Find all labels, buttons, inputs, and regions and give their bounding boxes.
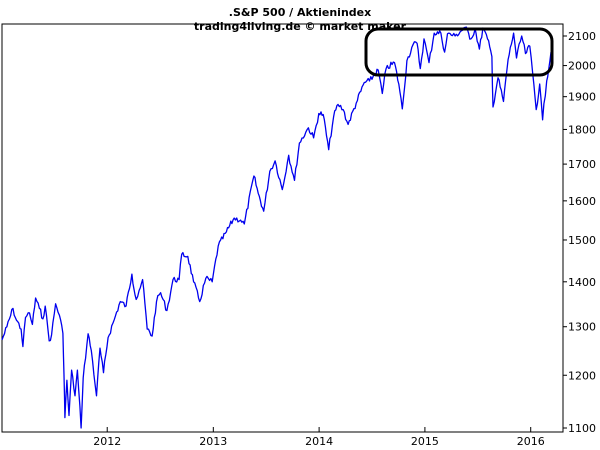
y-tick-label: 2100: [568, 30, 596, 43]
y-tick-label: 1200: [568, 369, 596, 382]
highlight-box: [364, 27, 554, 77]
y-tick-label: 1600: [568, 195, 596, 208]
y-tick-label: 1700: [568, 158, 596, 171]
plot-frame: [1, 23, 564, 433]
x-tick-label: 2014: [305, 435, 333, 448]
chart-title: .S&P 500 / Aktienindex: [229, 6, 371, 19]
y-axis: 1100 1200 1300 1400 1500 1600 1700 1800 1900 2000…: [563, 30, 596, 435]
x-axis: 2012 2013 2014 2015 2016: [93, 427, 545, 448]
x-tick-label: 2016: [517, 435, 545, 448]
y-tick-label: 2000: [568, 60, 596, 73]
y-tick-label: 1900: [568, 91, 596, 104]
y-tick-label: 1500: [568, 234, 596, 247]
chart-subtitle: trading4living.de © market maker: [194, 20, 407, 33]
y-tick-label: 1300: [568, 321, 596, 334]
x-tick-label: 2013: [199, 435, 227, 448]
x-tick-label: 2015: [411, 435, 439, 448]
price-line-series: [1, 26, 552, 429]
y-tick-label: 1400: [568, 276, 596, 289]
y-tick-label: 1100: [568, 422, 596, 435]
x-tick-label: 2012: [93, 435, 121, 448]
y-tick-label: 1800: [568, 123, 596, 136]
